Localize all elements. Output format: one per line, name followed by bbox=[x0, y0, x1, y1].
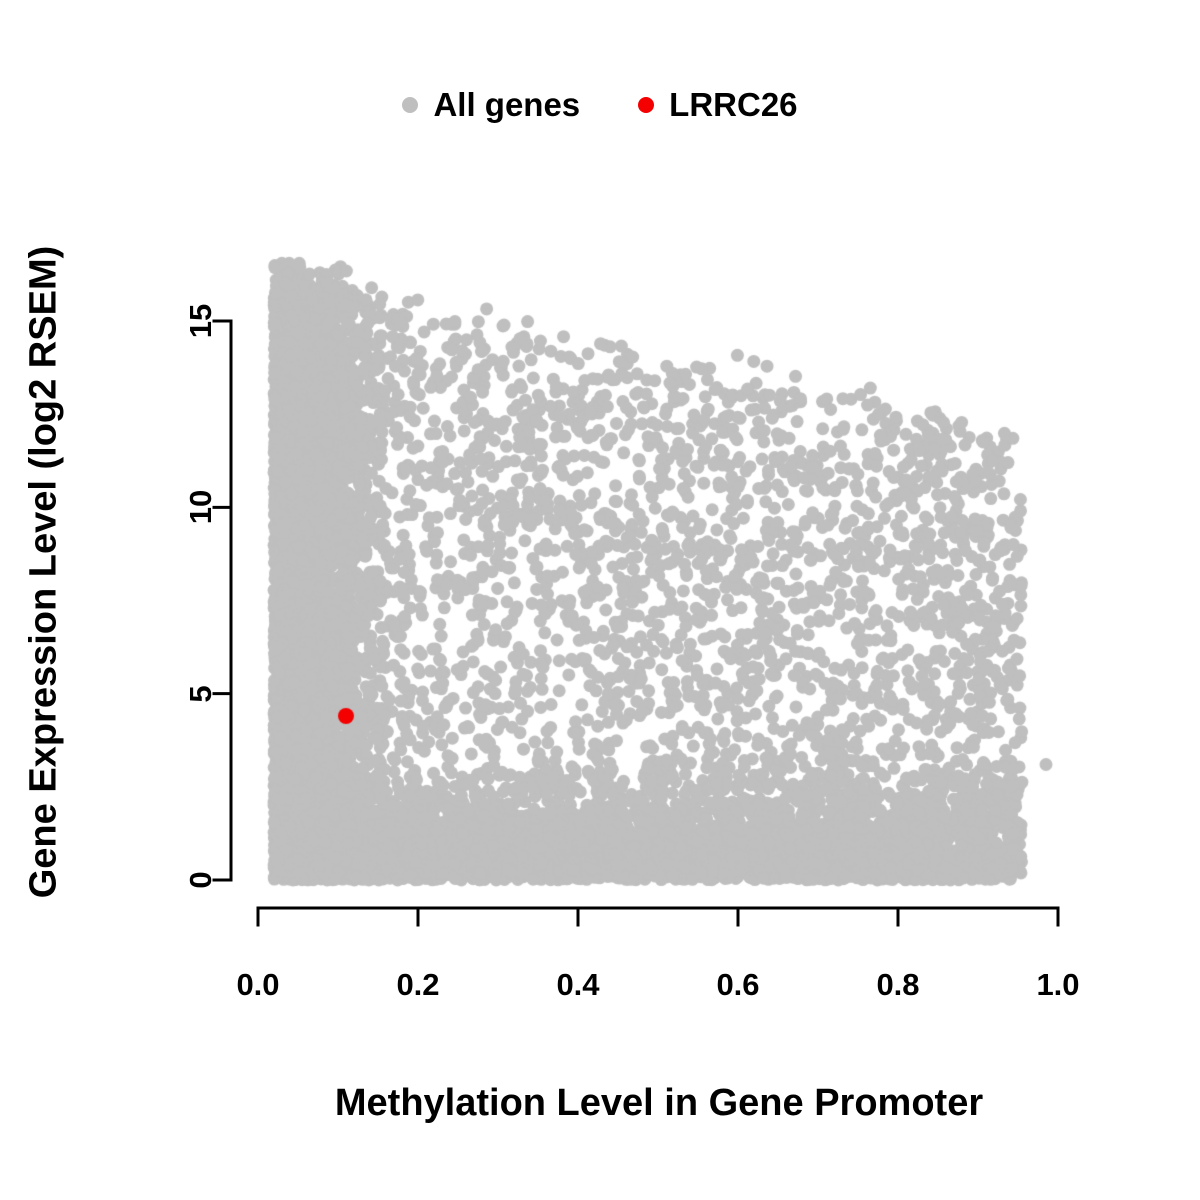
y-tick-label: 0 bbox=[183, 871, 218, 889]
x-tick-label: 0.6 bbox=[716, 967, 760, 1002]
y-tick-label: 15 bbox=[183, 303, 218, 339]
x-tick-label: 0.0 bbox=[236, 967, 280, 1002]
y-axis-title: Gene Expression Level (log2 RSEM) bbox=[22, 245, 65, 899]
x-tick-label: 1.0 bbox=[1036, 967, 1080, 1002]
y-tick-label: 10 bbox=[183, 490, 218, 525]
legend-dot-lrrc26 bbox=[638, 97, 655, 113]
x-tick-label: 0.8 bbox=[876, 967, 920, 1002]
x-axis-title: Methylation Level in Gene Promoter bbox=[334, 1082, 984, 1124]
y-tick-label: 5 bbox=[183, 685, 218, 703]
legend-item-lrrc26: LRRC26 bbox=[638, 86, 798, 124]
legend-item-all-genes: All genes bbox=[402, 86, 580, 124]
legend-label-all-genes: All genes bbox=[433, 86, 581, 123]
legend: All genes LRRC26 bbox=[0, 86, 1200, 124]
legend-dot-all-genes bbox=[402, 97, 419, 113]
x-tick-label: 0.2 bbox=[396, 967, 440, 1002]
x-tick-label: 0.4 bbox=[556, 967, 600, 1002]
legend-label-lrrc26: LRRC26 bbox=[669, 86, 798, 123]
